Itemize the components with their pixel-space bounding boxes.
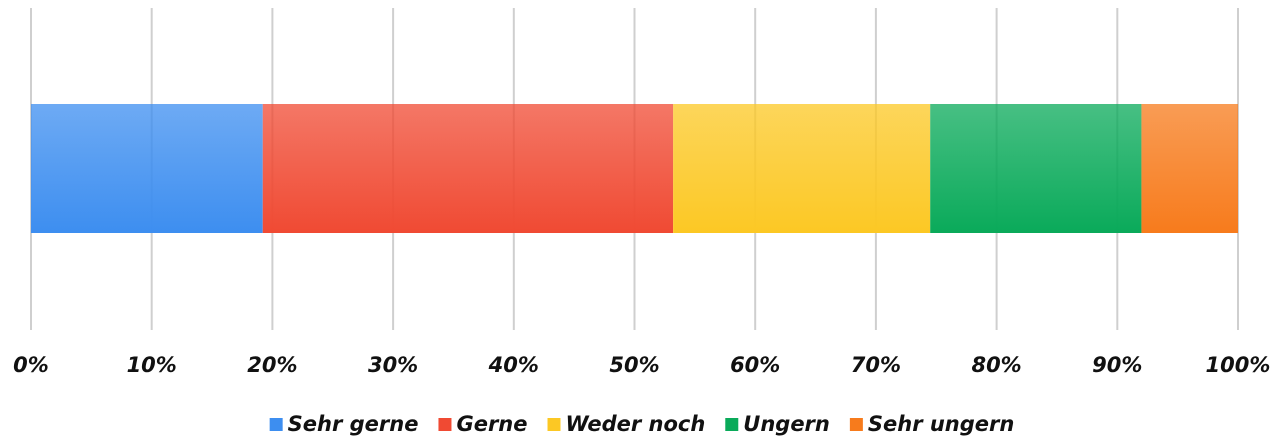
x-tick-label: 20% [247,353,297,377]
x-tick-label: 90% [1092,353,1142,377]
bar-segment [31,104,263,233]
legend-swatch [547,418,561,431]
legend-swatch [438,418,452,431]
x-tick-label: 100% [1206,353,1271,377]
bar-segment [1141,104,1238,233]
x-tick-label: 50% [609,353,659,377]
x-tick-label: 60% [730,353,780,377]
x-tick-label: 80% [971,353,1021,377]
x-tick-label: 0% [13,353,49,377]
x-tick-label: 40% [488,353,539,377]
legend-swatch [269,418,283,431]
legend-swatch [725,418,739,431]
x-tick-label: 30% [368,353,418,377]
bar-segment [673,104,931,233]
legend-label: Gerne [456,412,527,436]
legend-swatch [849,418,863,431]
legend-label: Ungern [743,412,830,436]
legend-label: Sehr ungern [868,412,1014,436]
x-tick-label: 10% [127,353,177,377]
bar-segment [262,104,674,233]
bar-segment [930,104,1142,233]
x-tick-label: 70% [851,353,901,377]
legend-label: Weder noch [566,412,706,436]
legend: Sehr gerne Gerne Weder noch Ungern Sehr unge… [269,412,1014,436]
legend-label: Sehr gerne [288,412,419,436]
